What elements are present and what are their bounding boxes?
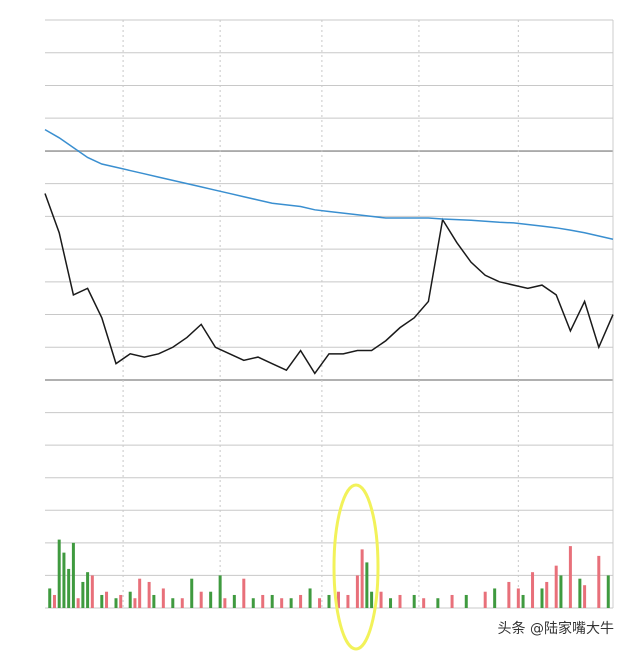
volume-bar [531,572,535,608]
volume-bar [583,585,587,608]
volume-bar [336,591,340,608]
volume-bar [450,594,454,608]
volume-bar [100,594,104,608]
volume-bar [261,594,265,608]
volume-bar [299,594,303,608]
volume-bar [422,598,426,608]
volume-bar [171,598,175,608]
volume-bar [81,581,85,608]
watermark: 头条 @陆家嘴大牛 [498,620,614,637]
volume-bar [218,575,222,608]
volume-bar [327,594,331,608]
volume-bar [199,591,203,608]
volume-bar [57,539,61,608]
volume-bar [67,568,71,608]
volume-bar [597,555,601,608]
volume-bar [318,598,322,608]
volume-bar [62,552,66,608]
volume-bar [545,581,549,608]
volume-bar [346,594,350,608]
highlight-ellipse [332,483,380,651]
volume-bar [133,598,137,608]
volume-bar [521,594,525,608]
volume-bar [379,591,383,608]
volume-bar [152,594,156,608]
volume-bar [436,598,440,608]
volume-bar [114,598,118,608]
volume-bar [232,594,236,608]
volume-bar [554,565,558,608]
volume-bar [119,594,123,608]
volume-bar [128,591,132,608]
volume-bar [223,598,227,608]
volume-bar [355,575,359,608]
volume-bar [242,578,246,608]
volume-bar [86,572,90,608]
volume-bar [308,588,312,608]
volume-bar [71,542,75,608]
volume-bar [190,578,194,608]
volume-bar [48,588,52,608]
volume-bar [578,578,582,608]
volume-bar [138,578,142,608]
volume-bar [389,598,393,608]
volume-bar [52,594,56,608]
volume-bar [90,575,94,608]
volume-bar [76,598,80,608]
volume-bar [280,598,284,608]
volume-bar [540,588,544,608]
volume-bar [493,588,497,608]
volume-bar [365,562,369,608]
volume-bar [398,594,402,608]
volume-bar [464,594,468,608]
volume-bar [105,591,109,608]
volume-bar [370,591,374,608]
volume-bar [270,594,274,608]
volume-bar [516,588,520,608]
volume-bar [180,598,184,608]
volume-bar [606,575,610,608]
volume-bar [360,549,364,608]
volume-bar [568,546,572,608]
price-line [44,193,614,375]
volume-bar [483,591,487,608]
volume-bar [559,575,563,608]
volume-bar [209,591,213,608]
volume-bar [412,594,416,608]
volume-bar [147,581,151,608]
volume-bar [161,588,165,608]
volume-bar [251,598,255,608]
volume-bar [289,598,293,608]
volume-bar [507,581,511,608]
price-line [44,128,614,241]
